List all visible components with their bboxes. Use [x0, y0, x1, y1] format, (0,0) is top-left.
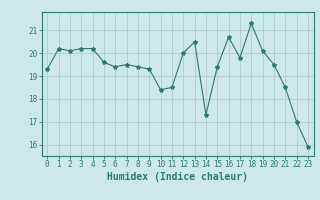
X-axis label: Humidex (Indice chaleur): Humidex (Indice chaleur): [107, 172, 248, 182]
